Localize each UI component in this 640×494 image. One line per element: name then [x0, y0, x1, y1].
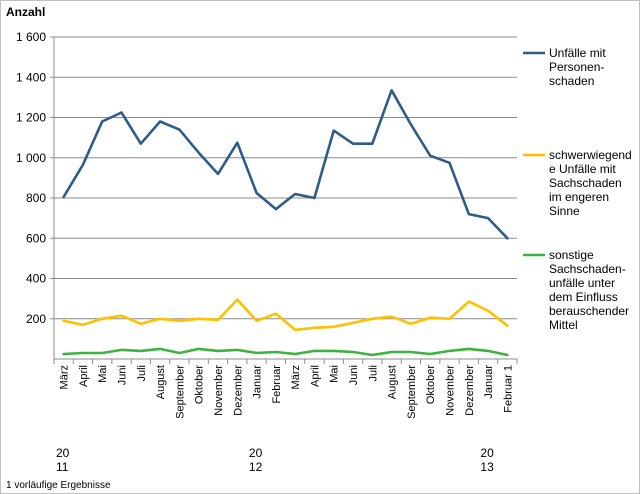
series-line — [62, 298, 509, 332]
legend-label: Sinne — [549, 204, 580, 218]
y-tick-label: 800 — [26, 191, 46, 205]
x-category-label: Juli — [136, 365, 148, 382]
series-line — [62, 89, 509, 240]
y-tick-label: 1 400 — [16, 70, 46, 84]
x-category-label: Dezember — [232, 365, 244, 416]
axes — [53, 37, 518, 364]
x-category-label: März — [290, 365, 302, 389]
x-category-label: Mai — [97, 365, 109, 383]
x-category-label: April — [78, 365, 90, 387]
x-year-label: 20 — [56, 446, 70, 460]
x-category-label: August — [155, 365, 167, 399]
x-year-label: 11 — [56, 460, 69, 474]
x-category-label: November — [213, 365, 225, 416]
x-category-label: Juli — [367, 365, 379, 382]
x-category-label: Oktober — [425, 365, 437, 404]
x-category-label: Dezember — [464, 365, 476, 416]
y-tick-label: 1 600 — [16, 30, 46, 44]
legend-label: Sachschaden — [549, 176, 622, 190]
y-tick-label: 400 — [26, 272, 46, 286]
x-year-label: 12 — [249, 460, 263, 474]
legend-label: Mittel — [549, 318, 578, 332]
y-tick-label: 600 — [26, 231, 46, 245]
legend-label: berauschender — [549, 304, 629, 318]
x-category-label: Mai — [329, 365, 341, 383]
x-year-label: 13 — [480, 460, 494, 474]
legend-label: e Unfälle mit — [549, 162, 616, 176]
legend-label: sonstige — [549, 248, 594, 262]
x-category-label: Januar — [483, 365, 495, 399]
x-category-label: Februar — [271, 365, 283, 404]
x-axis-categories: März April Mai Juni Juli August September Oktob… — [59, 365, 515, 419]
y-tick-label: 1 000 — [16, 151, 46, 165]
legend-label: schaden — [549, 74, 594, 88]
x-category-label: März — [59, 365, 71, 389]
x-year-label: 20 — [249, 446, 263, 460]
series-line — [62, 347, 509, 357]
legend-label: Sachschaden- — [549, 262, 626, 276]
series-lines — [62, 89, 509, 357]
y-axis-ticks: 1 600 1 400 1 200 1 000 800 600 400 200 — [16, 30, 46, 326]
y-axis-title: Anzahl — [6, 5, 45, 19]
x-year-label: 20 — [480, 446, 494, 460]
legend-label: schwerwiegend — [549, 148, 632, 162]
legend-label: dem Einfluss — [549, 290, 618, 304]
legend-label: unfälle unter — [549, 276, 615, 290]
x-category-label: Juni — [117, 365, 129, 385]
x-category-label: April — [309, 365, 321, 387]
legend-label: im engeren — [549, 190, 609, 204]
footnote: 1 vorläufige Ergebnisse — [6, 480, 111, 491]
x-category-label: Februar 1 — [502, 365, 514, 413]
legend-label: Unfälle mit — [549, 46, 606, 60]
x-category-label: Oktober — [194, 365, 206, 404]
y-tick-label: 200 — [26, 312, 46, 326]
x-category-label: September — [174, 365, 186, 419]
x-category-label: Juni — [348, 365, 360, 385]
x-category-label: November — [444, 365, 456, 416]
legend-label: Personen- — [549, 60, 604, 74]
y-tick-label: 1 200 — [16, 111, 46, 125]
x-category-label: September — [406, 365, 418, 419]
x-category-label: August — [387, 365, 399, 399]
x-category-label: Januar — [252, 365, 264, 399]
gridlines — [50, 36, 517, 320]
